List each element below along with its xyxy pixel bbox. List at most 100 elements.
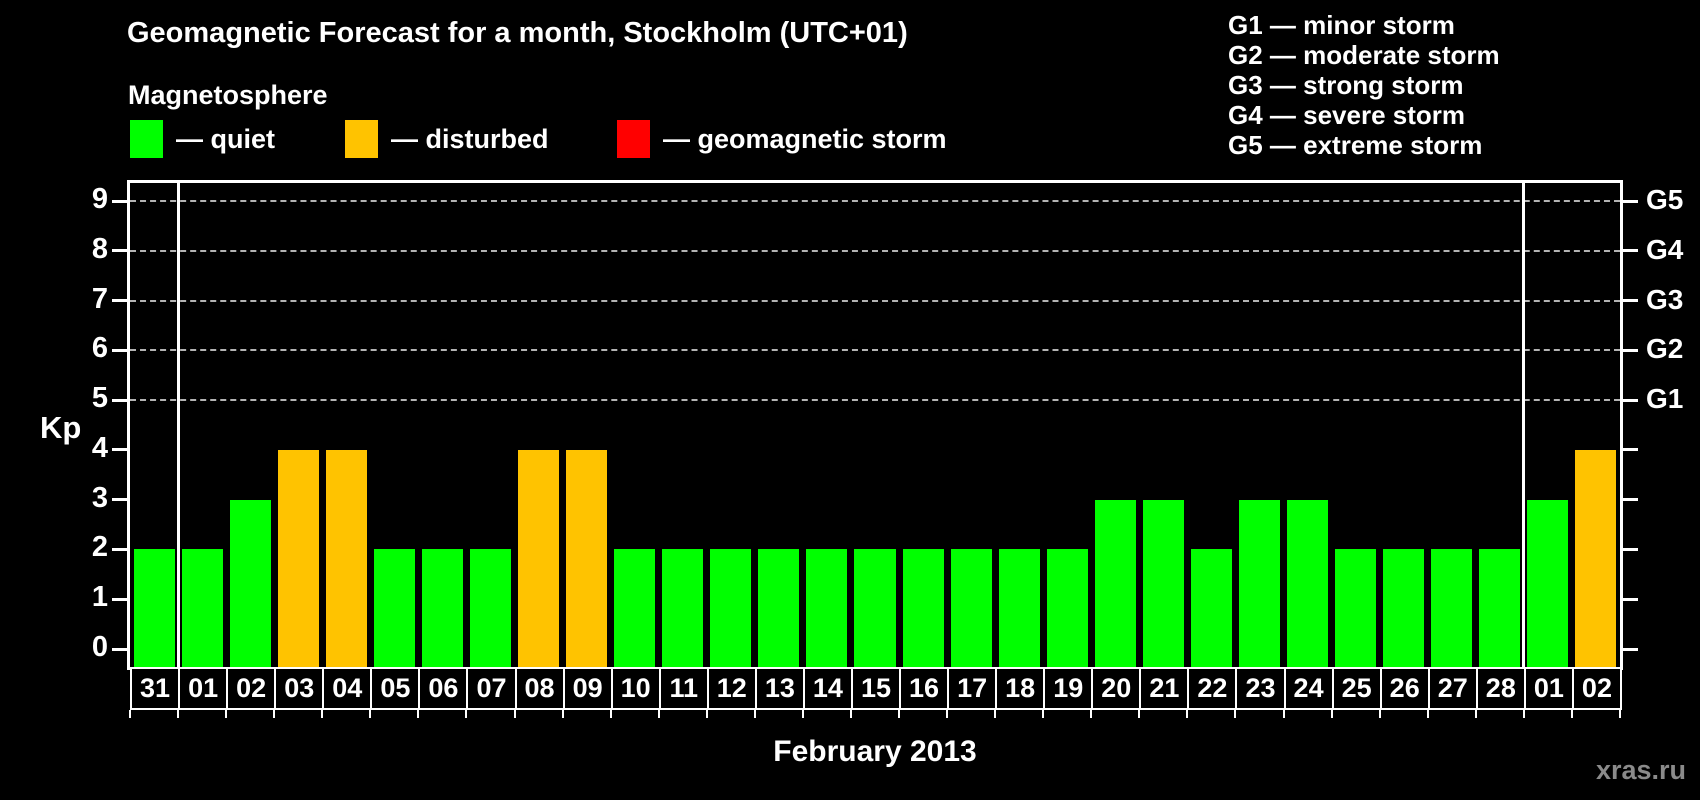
day-label-27-27: 27 [1427, 667, 1478, 710]
legend-item-quiet: — quiet [130, 119, 275, 159]
right-tick-kp8 [1623, 249, 1638, 253]
day-boundary-tick [609, 710, 612, 718]
day-label-13-13: 13 [754, 667, 805, 710]
kp-bar-day-04 [325, 449, 367, 667]
g-tick-label-g4: G4 [1646, 233, 1684, 265]
day-boundary-tick [561, 710, 564, 718]
g3-legend-line: G3 — strong storm [1228, 70, 1464, 100]
y-axis-title: Kp [40, 410, 82, 445]
watermark: xras.ru [1595, 755, 1686, 785]
right-tick-kp6 [1623, 348, 1638, 352]
left-tick-kp8 [112, 249, 127, 253]
month-separator [176, 183, 180, 667]
kp-bar-day-16 [902, 549, 944, 667]
y-tick-label-9: 9 [91, 183, 108, 215]
day-boundary-tick [273, 710, 276, 718]
day-boundary-tick [1138, 710, 1141, 718]
y-tick-label-5: 5 [91, 382, 108, 415]
day-label-0-31: 31 [130, 667, 181, 710]
x-axis-title: February 2013 [773, 735, 977, 768]
y-tick-label-1: 1 [91, 581, 108, 614]
plot-area [127, 180, 1623, 670]
day-boundary-tick [801, 710, 804, 718]
kp-bar-day-26 [1383, 549, 1425, 667]
day-label-21-21: 21 [1139, 667, 1190, 710]
day-label-22-22: 22 [1187, 667, 1238, 710]
right-tick-kp7 [1623, 299, 1638, 303]
left-tick-kp2 [112, 547, 127, 551]
kp-bar-day-20 [1094, 499, 1136, 667]
g-scale-legend: G1 — minor storm G2 — moderate storm G3 … [1228, 10, 1500, 160]
day-label-3-03: 03 [274, 667, 325, 710]
kp-bar-day-27 [1431, 549, 1473, 667]
day-boundary-tick [177, 710, 180, 718]
day-label-24-24: 24 [1283, 667, 1334, 710]
day-label-8-08: 08 [514, 667, 565, 710]
y-tick-label-8: 8 [91, 232, 108, 265]
kp-bar-day-01 [181, 549, 223, 667]
legend-label-quiet: — quiet [176, 123, 275, 154]
day-boundary-tick [465, 710, 468, 718]
day-boundary-tick [129, 710, 131, 718]
kp-bar-day-14 [806, 549, 848, 667]
day-boundary-tick [1570, 710, 1573, 718]
day-label-9-09: 09 [562, 667, 613, 710]
y-tick-label-7: 7 [91, 282, 108, 315]
kp-bar-day-19 [1046, 549, 1088, 667]
day-boundary-tick [705, 710, 708, 718]
kp-bar-day-18 [998, 549, 1040, 667]
day-label-23-23: 23 [1235, 667, 1286, 710]
gridline-kp6 [130, 349, 1620, 352]
kp-bar-day-13 [758, 549, 800, 667]
day-label-26-26: 26 [1379, 667, 1430, 710]
gridline-kp8 [130, 249, 1620, 252]
g1-legend-line: G1 — minor storm [1228, 10, 1455, 40]
kp-bar-day-15 [854, 549, 896, 667]
kp-bar-day-02 [1575, 449, 1617, 667]
kp-bar-day-17 [950, 549, 992, 667]
disturbed-color-swatch-icon [345, 120, 378, 158]
left-tick-kp7 [112, 299, 127, 303]
day-label-5-05: 05 [370, 667, 421, 710]
right-tick-kp9 [1623, 199, 1638, 203]
day-label-15-15: 15 [850, 667, 902, 710]
y-tick-label-6: 6 [91, 332, 108, 365]
day-label-1-01: 01 [178, 667, 229, 710]
y-tick-label-4: 4 [91, 431, 108, 464]
legend-item-storm: — geomagnetic storm [617, 119, 947, 159]
y-tick-label-3: 3 [91, 481, 108, 514]
right-tick-kp1 [1623, 597, 1638, 601]
g-tick-label-g5: G5 [1646, 184, 1684, 215]
y-tick-label-2: 2 [91, 531, 108, 564]
g2-legend-line: G2 — moderate storm [1228, 40, 1500, 70]
right-tick-kp0 [1623, 647, 1638, 651]
day-boundary-tick [898, 710, 901, 718]
day-label-7-07: 07 [466, 667, 517, 710]
g4-legend-line: G4 — severe storm [1228, 100, 1466, 130]
left-tick-kp9 [112, 199, 127, 203]
kp-bar-day-23 [1238, 499, 1281, 667]
g-tick-label-g1: G1 [1646, 383, 1684, 415]
right-tick-kp4 [1623, 448, 1638, 452]
day-label-18-18: 18 [995, 667, 1046, 710]
gridline-kp7 [130, 299, 1620, 302]
kp-bar-day-05 [373, 549, 415, 667]
right-tick-kp5 [1623, 398, 1638, 402]
legend-label-disturbed: — disturbed [391, 123, 549, 154]
kp-bar-day-11 [662, 549, 704, 667]
kp-bar-day-28 [1479, 549, 1521, 667]
kp-bar-day-12 [710, 549, 752, 667]
kp-bar-day-06 [421, 549, 463, 667]
day-boundary-tick [1186, 710, 1189, 718]
day-boundary-tick [417, 710, 420, 718]
kp-bar-day-02 [229, 499, 271, 667]
magnetosphere-legend-heading: Magnetosphere [128, 80, 328, 110]
day-label-10-10: 10 [610, 667, 661, 710]
day-label-20-20: 20 [1091, 667, 1142, 710]
day-boundary-tick [753, 710, 756, 718]
day-label-28-28: 28 [1475, 667, 1526, 710]
day-boundary-tick [657, 710, 660, 718]
day-label-14-14: 14 [802, 667, 853, 710]
day-label-2-02: 02 [226, 667, 277, 710]
quiet-color-swatch-icon [130, 120, 163, 158]
